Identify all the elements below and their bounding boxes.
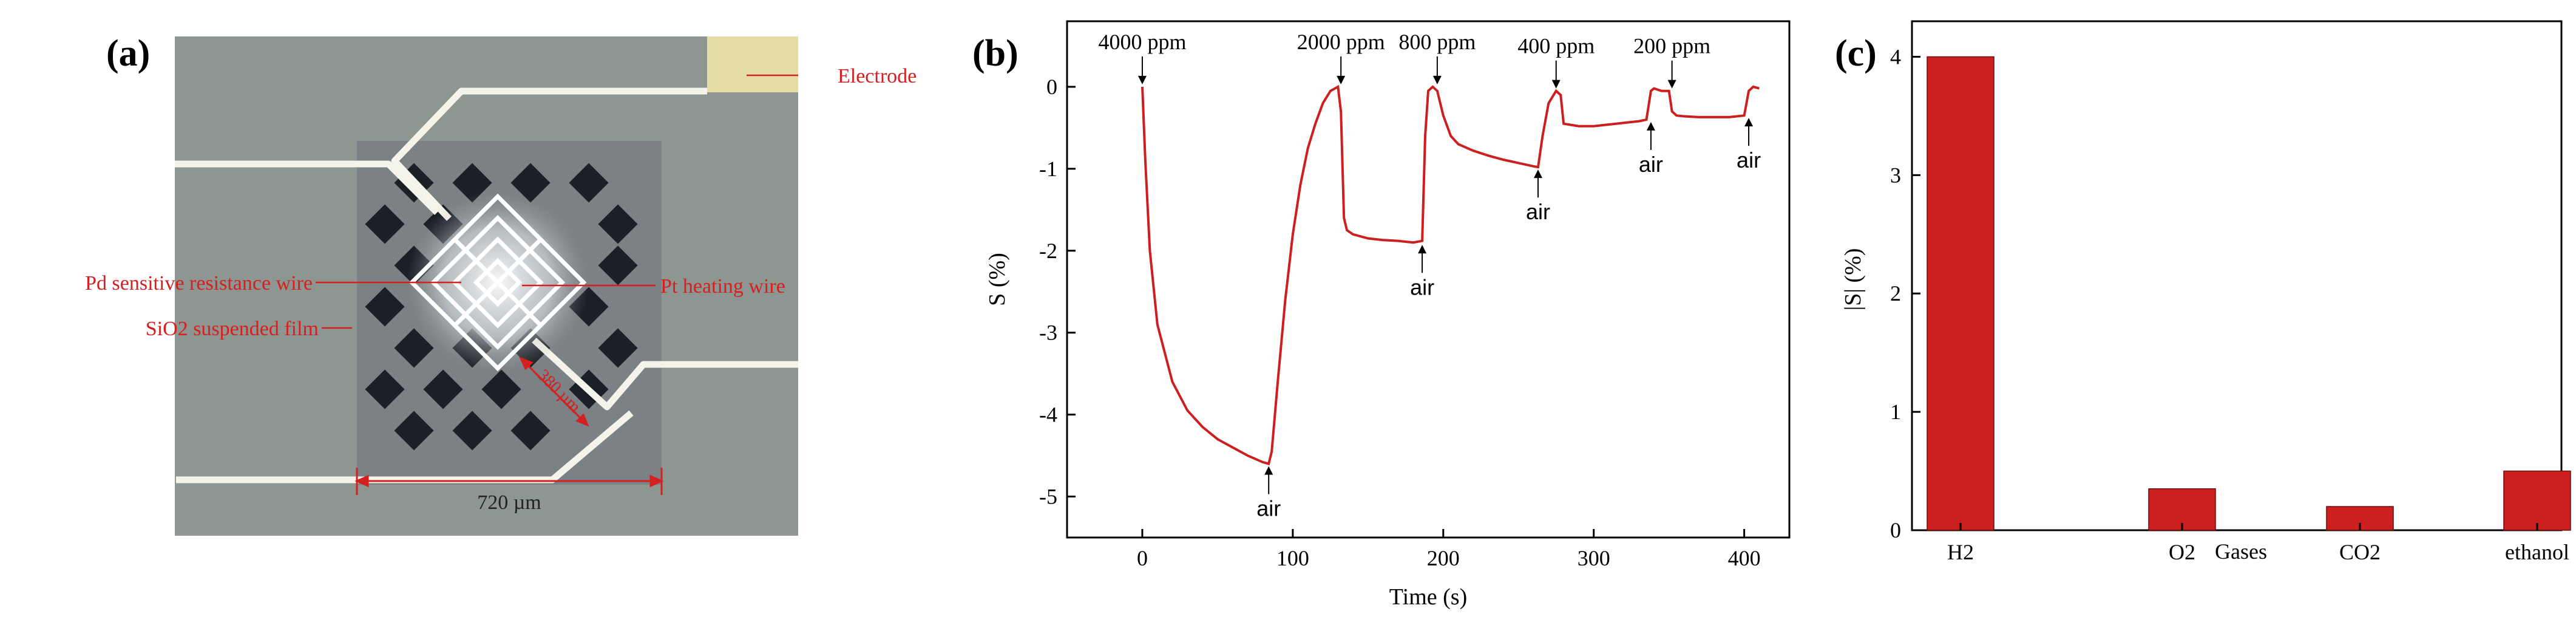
metal-leads (175, 87, 798, 483)
y-tick-label-b: -4 (1039, 403, 1057, 427)
sio2-film-label: SiO2 suspended film (146, 318, 319, 340)
panel-a-label: (a) (106, 33, 150, 74)
x-tick-label-b: 200 (1427, 546, 1460, 570)
dimension-lines (354, 357, 664, 495)
pt-wire-label: Pt heating wire (660, 275, 785, 298)
micrograph (175, 36, 798, 536)
heater-pattern (407, 191, 589, 374)
x-tick-label-c: H2 (1947, 540, 1974, 564)
c-bars (1927, 56, 2571, 531)
electrode-label: Electrode (838, 65, 917, 87)
plot-frame-c (1911, 20, 2563, 531)
y-tick-label-c: 4 (1890, 44, 1901, 69)
x-tick-label-b: 300 (1578, 546, 1610, 570)
electrode-pad (707, 36, 798, 92)
x-tick-label-b: 0 (1137, 546, 1148, 570)
plot-frame-b (1066, 20, 1791, 539)
width-label: 720 µm (477, 491, 541, 514)
ppm-annotation: 800 ppm (1398, 30, 1476, 54)
air-annotation: air (1737, 148, 1761, 172)
annotation-arrowhead (1646, 121, 1655, 131)
air-annotation: air (1526, 199, 1550, 224)
series-line-s (1141, 84, 1760, 466)
annotation-arrowhead (1744, 118, 1754, 127)
y-tick-label-b: -1 (1039, 157, 1057, 181)
ppm-annotation: 4000 ppm (1098, 30, 1186, 54)
annotation-arrowhead (1551, 80, 1561, 89)
x-tick-label-c: CO2 (2339, 540, 2381, 564)
y-axis-label-c: |S| (%) (1840, 248, 1866, 311)
annotation-arrowhead (1533, 169, 1542, 179)
annotation-arrowhead (1137, 75, 1147, 84)
y-tick-label-b: -5 (1039, 485, 1057, 509)
annotation-arrowhead (1667, 80, 1676, 89)
annotation-arrowhead (1337, 75, 1346, 84)
x-tick-label-c: O2 (2169, 540, 2195, 564)
bar-h2 (1927, 56, 1995, 531)
y-tick-label-c: 0 (1890, 518, 1901, 542)
y-tick-label-c: 1 (1890, 400, 1901, 424)
air-annotation: air (1639, 152, 1663, 177)
panel-b-label: (b) (972, 33, 1019, 74)
b-annotations: 4000 ppm 2000 ppm 800 ppm 400 ppm 200 ppm air… (1098, 30, 1761, 521)
air-annotation: air (1256, 496, 1281, 521)
x-tick-label-c: ethanol (2505, 540, 2569, 564)
panel-a: (a) Electrode Pd sensitive resistance wi… (85, 33, 917, 536)
y-axis-label-b: S (%) (985, 253, 1010, 306)
x-tick-label-b: 400 (1728, 546, 1761, 570)
x-axis-label-b: Time (s) (1389, 584, 1467, 610)
y-tick-label-b: 0 (1046, 75, 1057, 99)
x-tick-label-b: 100 (1276, 546, 1309, 570)
y-tick-label-b: -3 (1039, 321, 1057, 345)
ppm-annotation: 200 ppm (1633, 34, 1710, 58)
etch-windows (365, 163, 638, 451)
annotation-arrowhead (1418, 245, 1427, 254)
panel-c-label: (c) (1835, 33, 1877, 74)
ppm-annotation: 2000 ppm (1297, 30, 1385, 54)
y-tick-label-c: 2 (1890, 281, 1901, 305)
y-tick-label-c: 3 (1890, 163, 1901, 187)
annotation-leaders (316, 74, 798, 329)
panel-c-chart: (c) H2 O2 CO2 ethanol 0 1 2 3 4 |S| (%) Gases (1835, 20, 2571, 564)
y-tick-label-b: -2 (1039, 239, 1057, 263)
b-ticks: 0 100 200 300 400 0 -1 -2 -3 -4 -5 (1039, 75, 1761, 570)
air-annotation: air (1410, 275, 1434, 299)
ppm-annotation: 400 ppm (1517, 34, 1595, 58)
c-ticks: H2 O2 CO2 ethanol 0 1 2 3 4 (1890, 44, 2569, 564)
x-axis-label-c: Gases (2215, 539, 2267, 564)
panel-b-chart: (b) 0 100 200 300 400 0 -1 -2 -3 -4 -5 4000 ppm 200… (972, 20, 1791, 610)
bar-ethanol (2503, 470, 2571, 531)
pd-wire-label: Pd sensitive resistance wire (85, 272, 313, 295)
annotation-arrowhead (1432, 75, 1442, 84)
annotation-arrowhead (1264, 466, 1273, 475)
